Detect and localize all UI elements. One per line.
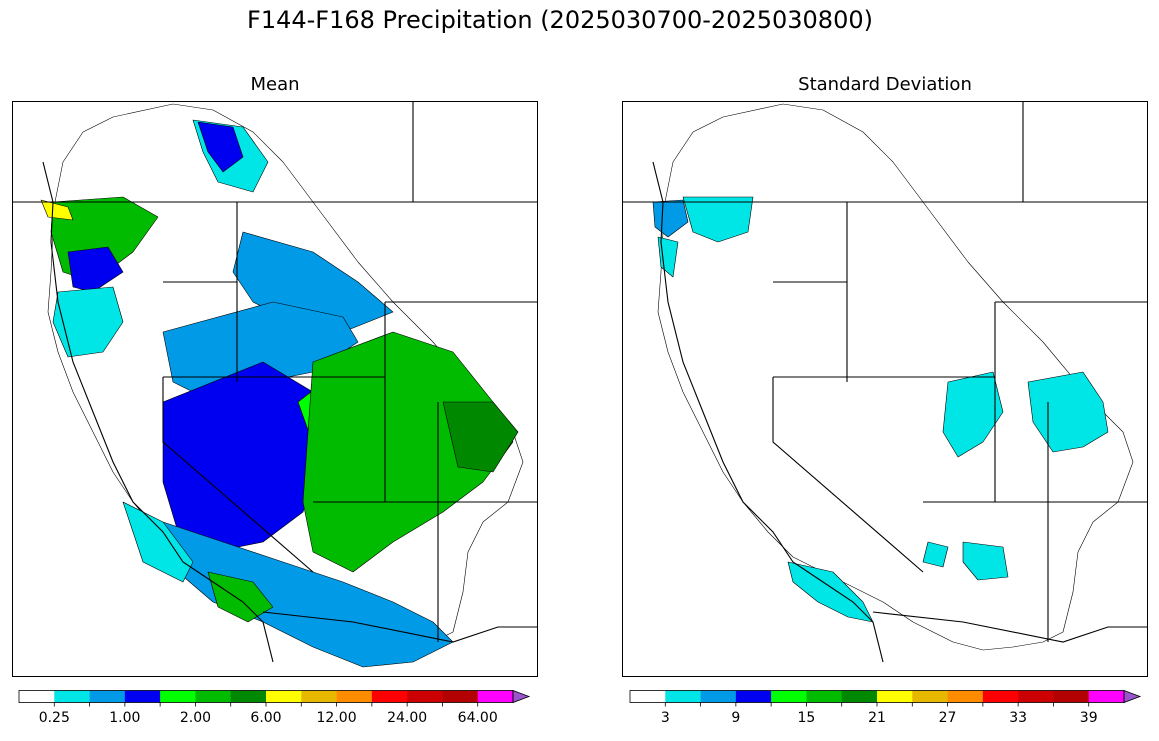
mean-panel-title: Mean	[250, 74, 300, 95]
stddev-zone-cyan-south2	[962, 541, 1009, 581]
colorbar-segment	[160, 690, 196, 703]
stddev-colorbar	[629, 689, 1142, 707]
figure-title: F144-F168 Precipitation (2025030700-2025…	[247, 6, 873, 34]
mean-zone-green-east	[302, 331, 514, 573]
mean-tick-label: 6.00	[250, 710, 282, 726]
colorbar-segment	[771, 690, 807, 703]
stddev-tick-label: 27	[938, 710, 957, 726]
colorbar-segment	[54, 690, 90, 703]
colorbar-segment	[371, 690, 408, 703]
colorbar-segment	[230, 690, 267, 703]
colorbar-segment	[477, 690, 514, 703]
colorbar-segment	[806, 690, 843, 703]
stddev-panel-title: Standard Deviation	[798, 74, 972, 95]
mean-tick-label: 24.00	[387, 710, 428, 726]
colorbar-segment	[700, 690, 737, 703]
colorbar-segment	[442, 690, 479, 703]
stddev-zone-cyan-south1	[922, 541, 949, 568]
mean-tick-label: 2.00	[179, 710, 212, 726]
colorbar-segment	[912, 690, 948, 703]
coastline	[42, 161, 274, 663]
mean-zone-cyan-nw	[52, 286, 124, 358]
colorbar-segment	[982, 690, 1019, 703]
stddev-map[interactable]	[622, 101, 1148, 677]
stddev-colorbar-ticks: 3 9 15 21 27 33 39	[630, 710, 1140, 730]
colorbar-segment	[947, 690, 984, 703]
colorbar-segment	[1018, 690, 1054, 703]
stddev-tick-label: 39	[1079, 710, 1098, 726]
stddev-zone-cyan-central	[942, 371, 1004, 458]
state-line-7	[772, 377, 924, 573]
stddev-zone-cyan-nw	[682, 196, 754, 243]
colorbar-segment	[266, 690, 302, 703]
coastline	[652, 161, 884, 663]
stddev-tick-label: 15	[797, 710, 816, 726]
colorbar-segment	[877, 690, 913, 703]
stddev-tick-label: 33	[1009, 710, 1028, 726]
mexico-border	[872, 611, 1147, 643]
mean-zone-cyan-south	[122, 501, 194, 583]
colorbar-segment	[301, 690, 337, 703]
stddev-tick-label: 9	[731, 710, 741, 726]
stddev-zone-cyan-socal	[787, 561, 874, 623]
mexico-border	[262, 611, 537, 643]
mean-colorbar	[18, 689, 531, 707]
mean-zone-yellow-coast	[40, 199, 74, 221]
mean-tick-label: 1.00	[109, 710, 141, 726]
mean-zone-darkgreen-east	[442, 401, 519, 473]
mean-tick-label: 12.00	[316, 710, 357, 726]
mean-colorbar-ticks: 0.25 1.00 2.00 6.00 12.00 24.00 64.00	[19, 710, 529, 730]
colorbar-extend-triangle	[1123, 689, 1142, 704]
mean-zone-green-south	[207, 571, 274, 623]
colorbar-segment	[665, 690, 701, 703]
stddev-zone-cyan-nw2	[657, 236, 679, 278]
colorbar-segment	[1053, 690, 1090, 703]
colorbar-segment	[735, 690, 772, 703]
stddev-tick-label: 3	[660, 710, 670, 726]
colorbar-segment	[1088, 690, 1125, 703]
mean-tick-label: 64.00	[457, 710, 498, 726]
colorbar-segment	[19, 690, 55, 703]
colorbar-segment	[89, 690, 126, 703]
mean-zone-blue-north	[197, 121, 244, 173]
stddev-tick-label: 21	[868, 710, 886, 726]
mean-tick-label: 0.25	[38, 710, 70, 726]
mean-map[interactable]	[12, 101, 538, 677]
colorbar-segment	[841, 690, 878, 703]
colorbar-segment	[124, 690, 161, 703]
colorbar-segment	[407, 690, 443, 703]
colorbar-segment	[630, 690, 666, 703]
mean-zone-blue-nw	[67, 246, 124, 293]
colorbar-extend-triangle	[512, 689, 531, 704]
colorbar-segment	[195, 690, 232, 703]
state-line-7	[162, 377, 314, 573]
colorbar-segment	[336, 690, 373, 703]
